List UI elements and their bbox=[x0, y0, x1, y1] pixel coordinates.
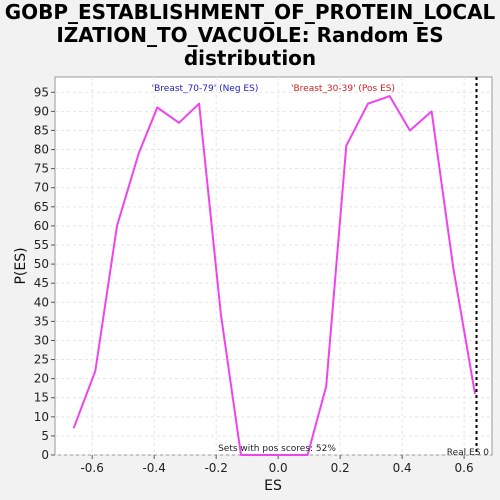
x-tick-label: -0.2 bbox=[204, 461, 227, 475]
y-tick-label: 55 bbox=[34, 238, 49, 252]
chart-title-line-1: GOBP_ESTABLISHMENT_OF_PROTEIN_LOCAL bbox=[4, 0, 496, 24]
y-tick-label: 65 bbox=[34, 200, 49, 214]
y-tick-label: 40 bbox=[34, 295, 49, 309]
x-tick-label: -0.4 bbox=[142, 461, 165, 475]
y-tick-label: 20 bbox=[34, 372, 49, 386]
legend-pos-es: 'Breast_30-39' (Pos ES) bbox=[291, 84, 395, 94]
y-tick-label: 5 bbox=[41, 429, 49, 443]
y-tick-label: 10 bbox=[34, 410, 49, 424]
x-tick-label: 0.0 bbox=[269, 461, 288, 475]
y-tick-label: 70 bbox=[34, 181, 49, 195]
y-axis: 0 5 10 15 20 25 30 35 40 45 50 55 60 65 70 75 80 85 90 95 bbox=[34, 85, 55, 462]
es-distribution-line bbox=[72, 95, 476, 456]
pos-scores-annotation: Sets with pos scores: 52% bbox=[218, 444, 336, 454]
y-tick-label: 25 bbox=[34, 353, 49, 367]
y-tick-label: 80 bbox=[34, 143, 49, 157]
x-axis: -0.6 -0.4 -0.2 0.0 0.2 0.4 0.6 bbox=[80, 455, 474, 475]
y-tick-label: 95 bbox=[34, 85, 49, 99]
x-tick-label: 0.6 bbox=[455, 461, 474, 475]
chart-title-line-2: IZATION_TO_VACUOLE: Random ES bbox=[56, 23, 444, 47]
legend-neg-es: 'Breast_70-79' (Neg ES) bbox=[152, 84, 259, 94]
plot-area bbox=[54, 76, 493, 456]
chart-title: GOBP_ESTABLISHMENT_OF_PROTEIN_LOCAL IZAT… bbox=[0, 1, 500, 70]
x-tick-label: -0.6 bbox=[80, 461, 103, 475]
y-tick-label: 90 bbox=[34, 104, 49, 118]
x-axis-label: ES bbox=[264, 478, 282, 494]
chart-title-line-3: distribution bbox=[183, 46, 317, 70]
grid-lines bbox=[55, 77, 492, 456]
y-tick-label: 30 bbox=[34, 333, 49, 347]
y-tick-label: 85 bbox=[34, 123, 49, 137]
x-tick-label: 0.2 bbox=[331, 461, 350, 475]
y-axis-label: P(ES) bbox=[13, 247, 29, 284]
y-tick-label: 15 bbox=[34, 391, 49, 405]
y-tick-label: 45 bbox=[34, 276, 49, 290]
y-tick-label: 35 bbox=[34, 314, 49, 328]
real-es-label: Real ES 0 bbox=[447, 448, 490, 458]
y-tick-label: 0 bbox=[41, 448, 49, 462]
y-tick-label: 50 bbox=[34, 257, 49, 271]
x-tick-label: 0.4 bbox=[393, 461, 412, 475]
y-tick-label: 75 bbox=[34, 162, 49, 176]
y-tick-label: 60 bbox=[34, 219, 49, 233]
series-layer bbox=[72, 95, 476, 456]
